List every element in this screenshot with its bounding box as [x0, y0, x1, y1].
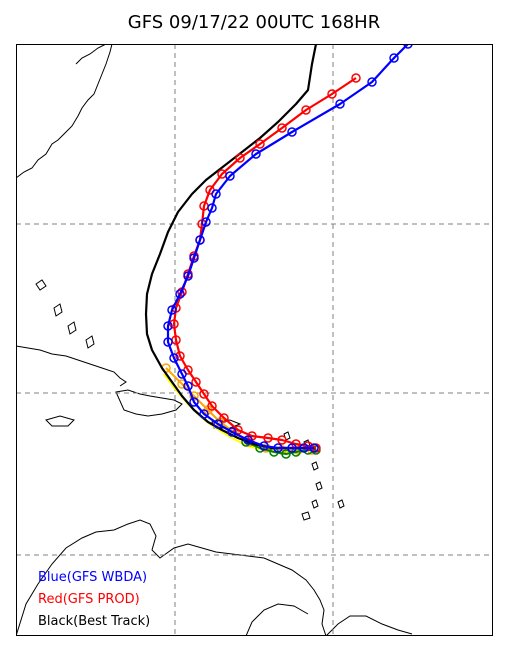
- blue-track-point: [175, 289, 185, 299]
- blue-track-point: [389, 53, 399, 63]
- blue-track-point: [287, 127, 297, 137]
- blue-track-point: [183, 271, 193, 281]
- blue-track-point: [243, 435, 253, 445]
- blue-track-point: [335, 99, 345, 109]
- red-track-point: [255, 139, 265, 149]
- bahamas-3: [67, 321, 77, 335]
- blue-track-point: [273, 443, 283, 453]
- red-track-point: [277, 435, 287, 445]
- lesser-antilles-7: [301, 511, 311, 521]
- best-track-line: [144, 44, 318, 450]
- blue-track-point: [167, 305, 177, 315]
- blue-track-point: [195, 235, 205, 245]
- legend-red: Red(GFS PROD): [38, 592, 140, 607]
- red-track-point: [263, 433, 273, 443]
- lesser-antilles-6: [337, 499, 345, 509]
- red-track-point: [219, 413, 229, 423]
- lesser-antilles-1: [283, 431, 291, 441]
- lat-lon-grid: [16, 44, 493, 636]
- bahamas-4: [85, 335, 95, 349]
- blue-track-point: [207, 203, 217, 213]
- blue-track-point: [287, 443, 297, 453]
- lesser-antilles-3: [311, 461, 319, 471]
- blue-track-point: [403, 44, 413, 49]
- blue-track-point: [189, 397, 199, 407]
- guyana-coast: [325, 615, 413, 636]
- blue-track-point: [213, 419, 223, 429]
- red-track-point: [175, 351, 185, 361]
- hispaniola-coast: [115, 389, 183, 417]
- lesser-antilles-4: [315, 481, 323, 491]
- red-track-point: [191, 377, 201, 387]
- red-track-point: [351, 73, 361, 83]
- blue-track-point: [169, 353, 179, 363]
- green-track-point: [281, 449, 291, 459]
- blue-track-point: [225, 171, 235, 181]
- best-track: [144, 44, 318, 450]
- map-title: GFS 09/17/22 00UTC 168HR: [127, 12, 381, 33]
- blue-track-point: [201, 217, 211, 227]
- red-track-point: [207, 401, 217, 411]
- hurricane-track-map: Blue(GFS WBDA) Red(GFS PROD) Black(Best …: [16, 44, 493, 636]
- blue-track-point: [163, 337, 173, 347]
- legend-blue: Blue(GFS WBDA): [38, 570, 147, 585]
- blue-track-point: [199, 409, 209, 419]
- blue-track-point: [163, 321, 173, 331]
- lesser-antilles-5: [311, 499, 319, 509]
- blue-track-point: [367, 77, 377, 87]
- blue-track-point: [309, 443, 319, 453]
- blue-track-point: [183, 381, 193, 391]
- venezuela-border: [245, 603, 309, 636]
- red-track-point: [235, 153, 245, 163]
- north-america-coast: [16, 44, 113, 179]
- map-frame: [16, 44, 493, 636]
- red-track-point: [169, 319, 179, 329]
- blue-track-point: [211, 189, 221, 199]
- legend-black: Black(Best Track): [38, 614, 150, 629]
- blue-track-point: [189, 253, 199, 263]
- coastlines: [16, 44, 413, 636]
- jamaica-coast: [45, 415, 75, 427]
- red-track-point: [199, 389, 209, 399]
- red-track-point: [301, 105, 311, 115]
- bahamas-1: [35, 279, 47, 291]
- blue-track-line: [166, 44, 409, 450]
- forecast-tracks: [144, 44, 413, 459]
- bahamas-2: [53, 303, 63, 317]
- red-track-point: [327, 89, 337, 99]
- blue-track-point: [251, 149, 261, 159]
- blue-track-point: [259, 441, 269, 451]
- nova-scotia-coast: [75, 44, 107, 65]
- south-america-coast: [16, 519, 327, 636]
- blue-track-point: [177, 369, 187, 379]
- cuba-coast: [16, 345, 127, 387]
- blue-track-point: [299, 443, 309, 453]
- red-track-point: [277, 123, 287, 133]
- blue-track-point: [227, 427, 237, 437]
- blue-track: [163, 44, 413, 453]
